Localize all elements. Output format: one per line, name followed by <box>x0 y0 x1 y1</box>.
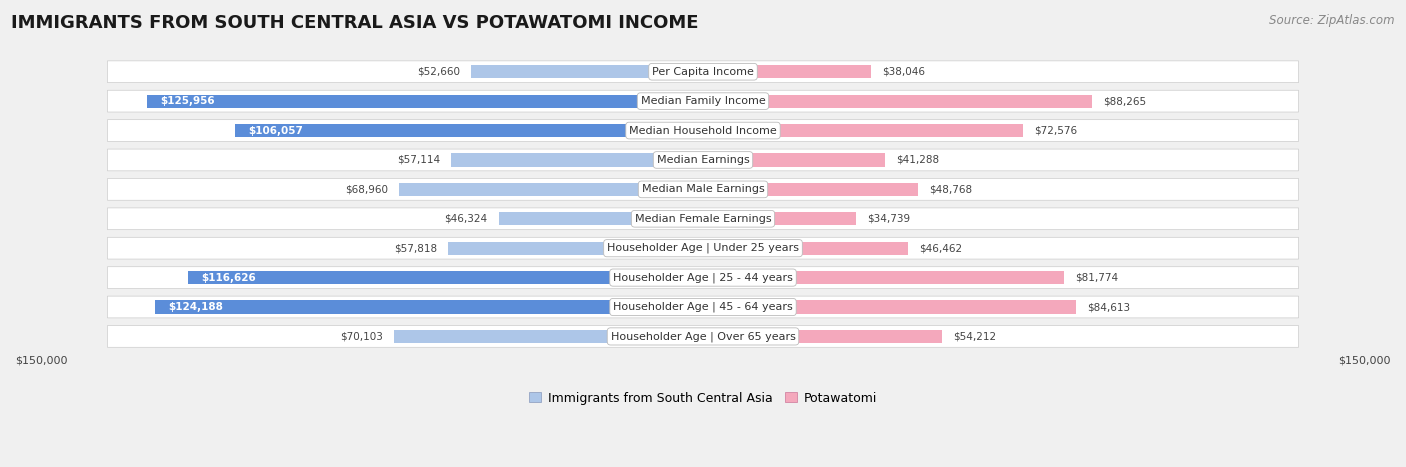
Text: $57,114: $57,114 <box>396 155 440 165</box>
Text: $81,774: $81,774 <box>1074 273 1118 283</box>
Text: $34,739: $34,739 <box>868 214 911 224</box>
Bar <box>703 65 870 78</box>
Text: $70,103: $70,103 <box>340 332 382 341</box>
FancyBboxPatch shape <box>107 178 1299 200</box>
Bar <box>235 124 703 137</box>
FancyBboxPatch shape <box>107 296 1299 318</box>
Text: Householder Age | Under 25 years: Householder Age | Under 25 years <box>607 243 799 254</box>
Text: Householder Age | 45 - 64 years: Householder Age | 45 - 64 years <box>613 302 793 312</box>
FancyBboxPatch shape <box>107 325 1299 347</box>
FancyBboxPatch shape <box>107 267 1299 289</box>
Text: $57,818: $57,818 <box>394 243 437 253</box>
Bar <box>499 212 703 226</box>
Bar <box>399 183 703 196</box>
Text: $46,324: $46,324 <box>444 214 488 224</box>
Text: $84,613: $84,613 <box>1087 302 1130 312</box>
Bar <box>703 153 886 167</box>
Bar <box>703 94 1092 108</box>
Bar <box>703 241 908 255</box>
Text: $72,576: $72,576 <box>1035 126 1077 135</box>
Bar <box>703 124 1024 137</box>
Text: $125,956: $125,956 <box>160 96 215 106</box>
Text: $46,462: $46,462 <box>920 243 962 253</box>
Bar <box>703 212 856 226</box>
FancyBboxPatch shape <box>107 120 1299 142</box>
Legend: Immigrants from South Central Asia, Potawatomi: Immigrants from South Central Asia, Pota… <box>524 387 882 410</box>
Bar <box>188 271 703 284</box>
Text: $124,188: $124,188 <box>169 302 224 312</box>
FancyBboxPatch shape <box>107 208 1299 230</box>
Bar <box>703 330 942 343</box>
Bar <box>471 65 703 78</box>
Text: Median Female Earnings: Median Female Earnings <box>634 214 772 224</box>
Text: $38,046: $38,046 <box>882 67 925 77</box>
Bar <box>451 153 703 167</box>
Text: Householder Age | Over 65 years: Householder Age | Over 65 years <box>610 331 796 342</box>
Bar <box>148 94 703 108</box>
Text: Median Household Income: Median Household Income <box>628 126 778 135</box>
Text: $48,768: $48,768 <box>929 184 973 194</box>
Bar <box>394 330 703 343</box>
Text: Median Family Income: Median Family Income <box>641 96 765 106</box>
Bar <box>703 183 918 196</box>
Text: Per Capita Income: Per Capita Income <box>652 67 754 77</box>
Text: Householder Age | 25 - 44 years: Householder Age | 25 - 44 years <box>613 272 793 283</box>
FancyBboxPatch shape <box>107 61 1299 83</box>
Text: $106,057: $106,057 <box>249 126 304 135</box>
Bar <box>703 271 1064 284</box>
FancyBboxPatch shape <box>107 90 1299 112</box>
FancyBboxPatch shape <box>107 237 1299 259</box>
Text: $88,265: $88,265 <box>1104 96 1146 106</box>
Text: $68,960: $68,960 <box>344 184 388 194</box>
Text: $116,626: $116,626 <box>201 273 256 283</box>
Text: Source: ZipAtlas.com: Source: ZipAtlas.com <box>1270 14 1395 27</box>
Bar <box>155 300 703 314</box>
Text: $41,288: $41,288 <box>896 155 939 165</box>
Bar <box>449 241 703 255</box>
Bar <box>703 300 1076 314</box>
Text: $52,660: $52,660 <box>416 67 460 77</box>
Text: Median Earnings: Median Earnings <box>657 155 749 165</box>
Text: Median Male Earnings: Median Male Earnings <box>641 184 765 194</box>
FancyBboxPatch shape <box>107 149 1299 171</box>
Text: $54,212: $54,212 <box>953 332 997 341</box>
Text: IMMIGRANTS FROM SOUTH CENTRAL ASIA VS POTAWATOMI INCOME: IMMIGRANTS FROM SOUTH CENTRAL ASIA VS PO… <box>11 14 699 32</box>
